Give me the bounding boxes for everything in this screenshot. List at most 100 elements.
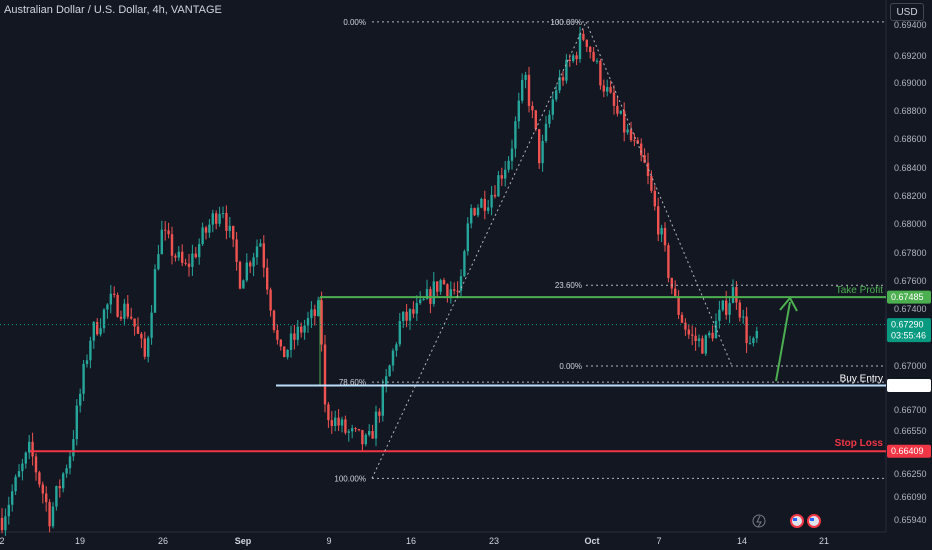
candle-body [153,269,157,313]
candle-body [218,213,221,224]
currency-button[interactable]: USD [890,3,924,21]
candle-body [347,431,350,433]
candle-body [289,333,293,351]
candle-body [504,169,507,179]
candle-body [391,350,395,366]
candle-body [119,316,123,319]
price-tick-label: 0.66550 [894,426,927,436]
candle-body [602,85,605,92]
candle-body [272,310,276,331]
candle-body [204,227,208,233]
candle-body [398,321,401,345]
candle-body [92,322,95,341]
candle-body [242,280,245,289]
candle-body [674,288,677,297]
candle-body [490,194,493,208]
candle-body [211,213,214,225]
candle-body [269,289,272,311]
candle-body [453,289,456,291]
candle-body [514,121,517,149]
candle-body [79,393,82,406]
candle-body [164,229,167,231]
candle-body [745,316,748,344]
candle-body [113,293,116,295]
candle-body [327,404,330,421]
us-flag-icon[interactable] [807,514,821,528]
candle-body [456,290,459,292]
price-tick-label: 0.66250 [894,469,927,479]
symbol-title: Australian Dollar / U.S. Dollar, 4h, VAN… [4,4,222,16]
candle-body [449,289,452,297]
candle-body [578,33,582,60]
candle-body [293,333,296,340]
candle-body [279,339,282,347]
candle-body [742,316,745,318]
candle-body [385,376,388,385]
us-flag-icon[interactable] [790,514,804,528]
candle-body [109,293,112,305]
date-tick-label: Sep [235,536,252,546]
candle-body [517,100,520,122]
candle-body [395,344,398,351]
candle-body [463,251,466,277]
price-tick-label: 0.68200 [894,191,927,201]
fib-level-label: 23.60% [555,281,582,290]
candle-body [41,484,44,494]
candle-body [276,330,279,340]
candle-body [381,384,384,416]
candle-body [694,335,697,342]
candle-body [337,417,340,426]
candle-body [538,129,541,164]
candle-body [11,491,14,505]
candle-body [748,342,752,344]
price-axis[interactable]: 0.69400 0.69200 0.69000 0.68800 0.68600 0.684… [887,20,931,525]
candle-body [606,87,609,92]
candle-body [680,314,684,323]
candle-body [507,160,510,170]
candle-body [670,277,673,289]
candle-body [599,60,602,86]
candle-body [344,419,347,433]
fib-level-label: 100.00% [550,18,582,27]
candle-body [198,244,201,258]
date-tick-label: 26 [158,536,168,546]
candle-body [51,506,55,527]
time-axis[interactable]: 2 19 26 Sep 9 16 23 Oct 7 14 21 [0,536,829,546]
candle-body [48,502,51,527]
candle-body [415,303,418,314]
current-price-tag-countdown: 03:55:46 [891,331,926,341]
take-profit-price-tag-text: 0.67485 [891,292,924,302]
date-tick-label: 23 [489,536,499,546]
candle-body [697,338,701,342]
candle-body [470,208,473,224]
price-tick-label: 0.68000 [894,219,927,229]
candle-body [320,300,323,345]
candle-body [466,223,469,252]
candle-body [85,360,89,364]
candle-body [249,262,252,267]
candle-body [21,463,24,472]
candle-body [72,439,75,457]
candle-body [89,340,92,361]
candle-body [286,350,289,358]
lightning-icon[interactable] [752,514,766,528]
candle-body [616,105,619,114]
candle-body [575,55,578,60]
candle-body [687,329,690,335]
candle-body [364,434,367,445]
candle-body [592,51,595,62]
candle-body [147,337,150,357]
candle-body [436,281,439,292]
candle-body [296,326,299,340]
candle-body [17,471,21,477]
candle-body [232,225,235,240]
candle-body [738,302,741,318]
candle-body [167,230,170,235]
date-tick-label: 16 [406,536,416,546]
candle-body [521,79,524,101]
candle-body [62,473,65,489]
fib-trend-line [585,21,733,367]
candle-body [731,287,735,304]
candlestick-series [0,26,758,536]
